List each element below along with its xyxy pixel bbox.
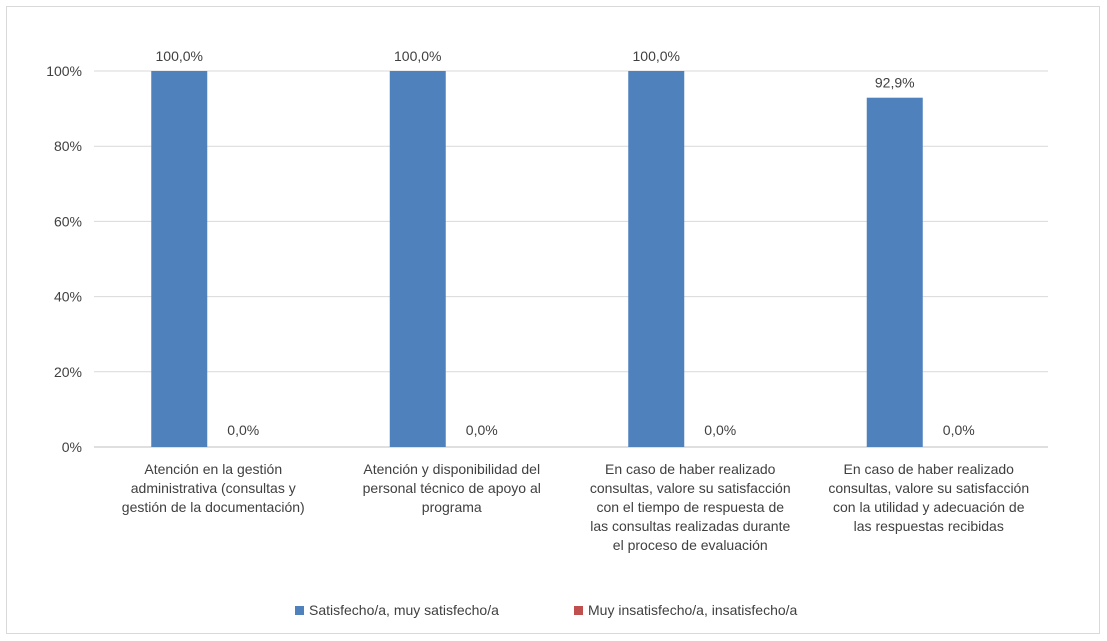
data-label: 0,0% — [227, 422, 259, 438]
data-label: 100,0% — [394, 48, 441, 64]
legend-label: Satisfecho/a, muy satisfecho/a — [309, 602, 499, 618]
data-label: 0,0% — [466, 422, 498, 438]
x-category-label: En caso de haber realizado consultas, val… — [590, 461, 791, 553]
y-tick-label: 40% — [54, 289, 82, 305]
legend-swatch — [295, 606, 304, 615]
data-label: 0,0% — [943, 422, 975, 438]
data-label: 100,0% — [633, 48, 680, 64]
legend-label: Muy insatisfecho/a, insatisfecho/a — [588, 602, 798, 618]
y-tick-label: 80% — [54, 138, 82, 154]
x-axis: Atención en la gestión administrativa (co… — [122, 461, 1029, 553]
bar-satisfied — [628, 71, 685, 447]
x-category-label: Atención en la gestión administrativa (co… — [122, 461, 305, 515]
data-label: 92,9% — [875, 75, 915, 91]
legend-swatch — [574, 606, 583, 615]
data-label: 0,0% — [704, 422, 736, 438]
legend: Satisfecho/a, muy satisfecho/a Muy insati… — [295, 602, 798, 618]
bar-satisfied — [151, 71, 208, 447]
bar-satisfied — [389, 71, 446, 447]
x-category-label: En caso de haber realizado consultas, val… — [828, 461, 1029, 534]
data-label: 100,0% — [156, 48, 203, 64]
y-tick-label: 100% — [46, 63, 82, 79]
y-tick-label: 20% — [54, 364, 82, 380]
y-tick-label: 60% — [54, 213, 82, 229]
bar-satisfied — [866, 97, 923, 448]
bars — [151, 71, 923, 448]
data-labels: 100,0% 0,0% 100,0% 0,0% 100,0% 0,0% 92,9% 0,0% — [156, 48, 975, 438]
x-category-label: Atención y disponibilidad del personal té… — [363, 461, 541, 515]
y-tick-label: 0% — [62, 439, 82, 455]
